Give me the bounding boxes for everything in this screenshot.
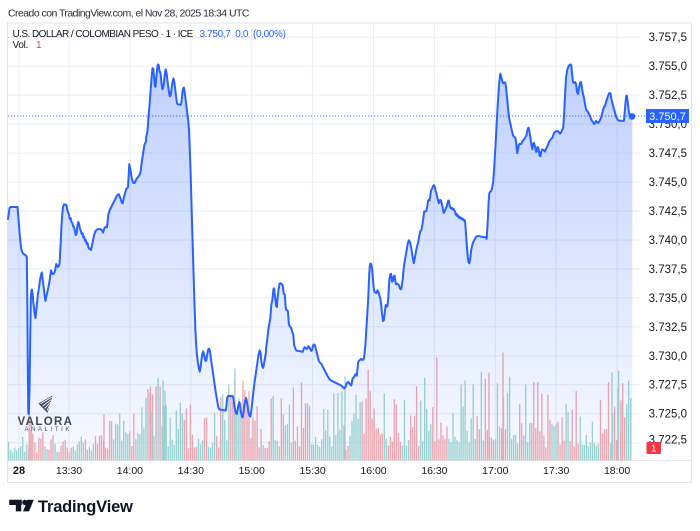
svg-text:16:00: 16:00	[360, 465, 386, 477]
svg-text:15:00: 15:00	[239, 465, 265, 477]
svg-text:18:00: 18:00	[604, 465, 630, 477]
svg-text:3.755,0: 3.755,0	[649, 61, 687, 73]
svg-text:3.750,7 0,0 (0,00%): 3.750,7 0,0 (0,00%)	[200, 29, 286, 40]
svg-text:3.742,5: 3.742,5	[649, 206, 687, 218]
svg-text:3.725,0: 3.725,0	[649, 409, 687, 421]
svg-text:1: 1	[36, 40, 42, 51]
svg-text:1: 1	[651, 444, 657, 455]
svg-text:16:30: 16:30	[421, 465, 447, 477]
svg-text:3.740,0: 3.740,0	[649, 235, 687, 247]
svg-text:Creado con TradingView.com, el: Creado con TradingView.com, el Nov 28, 2…	[8, 8, 250, 20]
svg-text:VALORA: VALORA	[18, 416, 74, 428]
svg-text:ANALITIK: ANALITIK	[25, 427, 72, 433]
svg-text:14:30: 14:30	[178, 465, 204, 477]
svg-text:17:00: 17:00	[482, 465, 508, 477]
svg-text:13:30: 13:30	[56, 465, 82, 477]
svg-text:3.745,0: 3.745,0	[649, 177, 687, 189]
svg-text:17:30: 17:30	[543, 465, 569, 477]
svg-text:3.730,0: 3.730,0	[649, 351, 687, 363]
svg-text:15:30: 15:30	[299, 465, 325, 477]
svg-text:14:00: 14:00	[117, 465, 143, 477]
svg-text:28: 28	[13, 465, 25, 477]
svg-text:3.747,5: 3.747,5	[649, 148, 687, 160]
svg-text:3.752,5: 3.752,5	[649, 90, 687, 102]
svg-text:3.737,5: 3.737,5	[649, 264, 687, 276]
svg-text:3.735,0: 3.735,0	[649, 293, 687, 305]
svg-text:TradingView: TradingView	[38, 498, 133, 516]
svg-text:3.727,5: 3.727,5	[649, 380, 687, 392]
svg-text:Vol.: Vol.	[13, 40, 28, 51]
svg-text:3.732,5: 3.732,5	[649, 322, 687, 334]
svg-text:3.750,7: 3.750,7	[649, 111, 686, 123]
svg-text:3.757,5: 3.757,5	[649, 32, 687, 44]
svg-text:U.S. DOLLAR / COLOMBIAN PESO ·: U.S. DOLLAR / COLOMBIAN PESO · 1 · ICE	[13, 29, 194, 40]
